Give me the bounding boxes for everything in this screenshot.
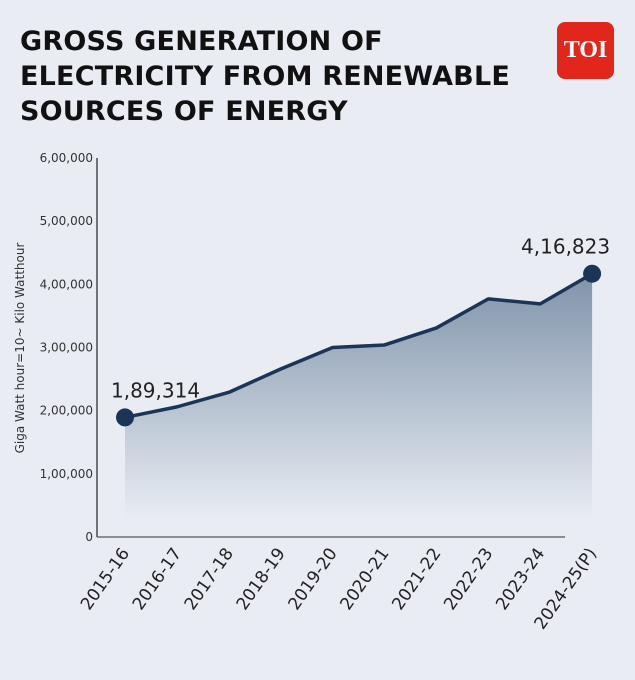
x-tick-label: 2016-17 bbox=[129, 544, 186, 614]
toi-logo: TOI bbox=[557, 22, 614, 79]
x-tick-label: 2021-22 bbox=[388, 544, 445, 614]
chart-title: GROSS GENERATION OF ELECTRICITY FROM REN… bbox=[20, 26, 511, 127]
x-tick-label: 2015-16 bbox=[77, 544, 134, 614]
x-tick-label: 2020-21 bbox=[336, 544, 393, 614]
x-tick-label: 2022-23 bbox=[440, 544, 497, 614]
y-tick-label: 4,00,000 bbox=[40, 277, 93, 291]
data-point bbox=[116, 408, 134, 427]
x-tick-label: 2019-20 bbox=[285, 544, 342, 614]
area-fill bbox=[125, 273, 593, 520]
y-tick-label: 6,00,000 bbox=[40, 151, 93, 165]
y-axis-label: Giga Watt hour=10~ Kilo Watthour bbox=[13, 243, 27, 454]
y-tick-label: 2,00,000 bbox=[40, 404, 93, 418]
x-tick-label: 2017-18 bbox=[181, 544, 238, 614]
y-tick-label: 5,00,000 bbox=[40, 214, 93, 228]
y-tick-label: 1,00,000 bbox=[40, 467, 93, 481]
x-tick-label: 2018-19 bbox=[233, 544, 290, 614]
data-point bbox=[583, 264, 602, 283]
series-line bbox=[124, 272, 593, 420]
y-tick-label: 0 bbox=[85, 530, 93, 544]
x-tick-label: 2023-24 bbox=[492, 544, 549, 614]
data-label: 4,16,823 bbox=[521, 235, 610, 259]
data-label: 1,89,314 bbox=[111, 378, 200, 402]
y-tick-label: 3,00,000 bbox=[40, 341, 93, 355]
